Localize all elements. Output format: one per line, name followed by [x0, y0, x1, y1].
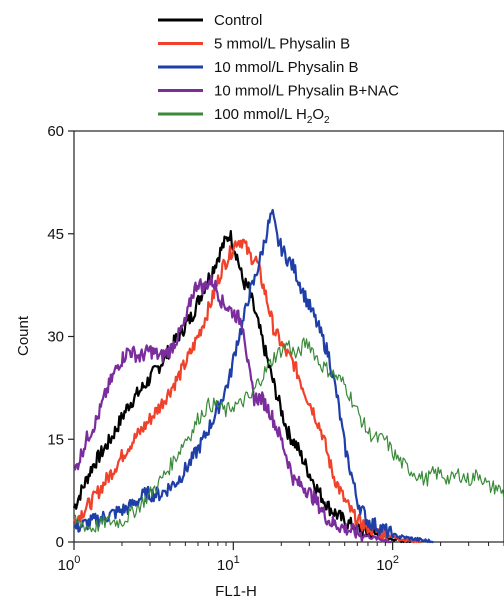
x-tick-label: 101 — [217, 554, 240, 574]
y-tick-label: 45 — [47, 226, 64, 243]
legend-label: 10 mmol/L Physalin B+NAC — [214, 83, 399, 100]
series-curve-2 — [73, 238, 421, 544]
y-tick-label: 30 — [47, 329, 64, 346]
y-tick-label: 0 — [56, 534, 64, 551]
series-curve-5 — [73, 337, 504, 533]
y-axis-label: Count — [15, 315, 32, 356]
curves — [72, 208, 504, 544]
legend: Control 5 mmol/L Physalin B 10 mmol/L Phys… — [158, 12, 399, 126]
x-tick-label: 102 — [376, 554, 399, 574]
plot-frame — [73, 130, 504, 543]
y-tick-label: 15 — [47, 431, 64, 448]
x-tick-label: 100 — [58, 554, 81, 574]
y-tick-label: 60 — [47, 123, 64, 140]
series-curve-3 — [73, 208, 434, 544]
legend-label: 10 mmol/L Physalin B — [214, 59, 359, 76]
legend-label: 100 mmol/L H2O2 — [214, 106, 330, 126]
axes: 0 15 30 45 60 100 101 102 — [47, 123, 504, 574]
legend-label: 5 mmol/L Physalin B — [214, 36, 350, 53]
legend-label: Control — [214, 12, 262, 29]
x-axis-label: FL1-H — [215, 583, 257, 600]
series-curve-1 — [72, 230, 412, 544]
series-curve-4 — [73, 274, 394, 544]
